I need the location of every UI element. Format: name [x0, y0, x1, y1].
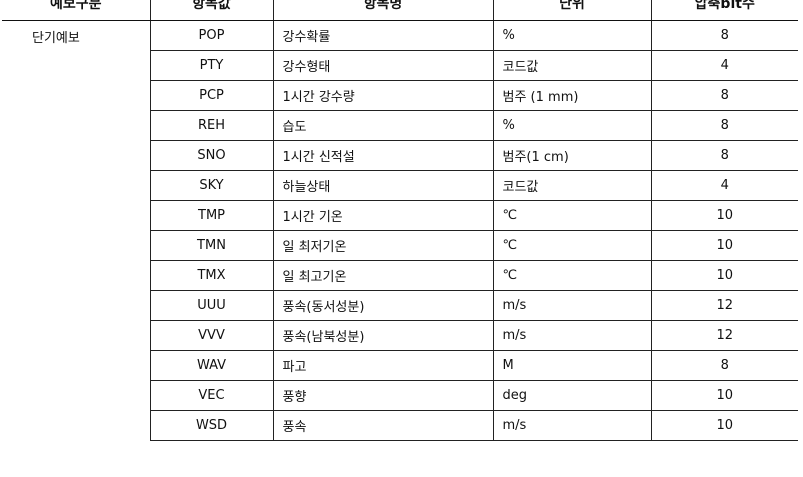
item-name-cell: 강수확률 — [272, 20, 493, 51]
bits-cell: 8 — [650, 350, 798, 381]
item-code-cell: WSD — [149, 410, 273, 441]
unit-cell: 범주(1 cm) — [492, 140, 651, 171]
item-name-cell: 파고 — [272, 350, 493, 381]
table-row: TMX 일 최고기온 ℃ 10 — [2, 260, 798, 291]
unit-cell: ℃ — [492, 260, 651, 291]
item-name-cell: 습도 — [272, 110, 493, 141]
table-row: VVV 풍속(남북성분) m/s 12 — [2, 320, 798, 351]
forecast-items-table: 예보구분 항목값 항목명 단위 압축bit수 단기예보 POP 강수확률% 8 PTY 강… — [2, 0, 798, 441]
item-code-cell: PTY — [149, 50, 273, 81]
forecast-category-cell: 단기예보 — [32, 31, 80, 46]
item-code-cell: SKY — [149, 170, 273, 201]
item-code-cell: TMN — [149, 230, 273, 261]
header-item-name: 항목명 — [272, 0, 493, 21]
bits-cell: 8 — [650, 140, 798, 171]
item-code-cell: PCP — [149, 80, 273, 111]
item-name-cell: 일 최고기온 — [272, 260, 493, 291]
unit-cell: ℃ — [492, 230, 651, 261]
table-row: UUU 풍속(동서성분) m/s 12 — [2, 290, 798, 321]
item-code-cell: POP — [149, 20, 273, 51]
item-code-cell: SNO — [149, 140, 273, 171]
bits-cell: 12 — [650, 290, 798, 321]
item-code-cell: UUU — [149, 290, 273, 321]
bits-cell: 10 — [650, 200, 798, 231]
bits-cell: 8 — [650, 80, 798, 111]
item-name-cell: 풍속(동서성분) — [272, 290, 493, 321]
bits-cell: 10 — [650, 380, 798, 411]
header-forecast-type: 예보구분 — [2, 0, 150, 21]
item-name-cell: 1시간 기온 — [272, 200, 493, 231]
header-item-code: 항목값 — [149, 0, 273, 21]
table-header: 예보구분 항목값 항목명 단위 압축bit수 — [2, 0, 798, 21]
unit-cell: % — [492, 20, 651, 51]
item-name-cell: 1시간 강수량 — [272, 80, 493, 111]
item-name-cell: 풍속(남북성분) — [272, 320, 493, 351]
item-name-cell: 강수형태 — [272, 50, 493, 81]
item-code-cell: VVV — [149, 320, 273, 351]
header-row: 예보구분 항목값 항목명 단위 압축bit수 — [2, 0, 798, 21]
item-name-cell: 하늘상태 — [272, 170, 493, 201]
item-name-cell: 풍향 — [272, 380, 493, 411]
bits-cell: 8 — [650, 110, 798, 141]
bits-cell: 8 — [650, 20, 798, 51]
table-row: WSD 풍속 m/s 10 — [2, 410, 798, 441]
table-row: PTY 강수형태 코드값 4 — [2, 50, 798, 81]
unit-cell: m/s — [492, 290, 651, 321]
unit-cell: 코드값 — [492, 170, 651, 201]
item-code-cell: REH — [149, 110, 273, 141]
table-row: 단기예보 POP 강수확률% 8 — [2, 20, 798, 51]
bits-cell: 4 — [650, 50, 798, 81]
unit-cell: % — [492, 110, 651, 141]
bits-cell: 10 — [650, 230, 798, 261]
table-body: 단기예보 POP 강수확률% 8 PTY 강수형태 코드값 4 PCP 1시간 강수량 범주 (1 … — [2, 20, 798, 441]
item-name-cell: 1시간 신적설 — [272, 140, 493, 171]
table-row: TMN 일 최저기온 ℃ 10 — [2, 230, 798, 261]
item-name-cell: 일 최저기온 — [272, 230, 493, 261]
table-row: REH 습도% 8 — [2, 110, 798, 141]
table-row: SNO 1시간 신적설 범주(1 cm) 8 — [2, 140, 798, 171]
item-code-cell: TMX — [149, 260, 273, 291]
table-row: VEC 풍향 deg 10 — [2, 380, 798, 411]
header-unit: 단위 — [492, 0, 651, 21]
unit-cell: 범주 (1 mm) — [492, 80, 651, 111]
item-code-cell: VEC — [149, 380, 273, 411]
bits-cell: 12 — [650, 320, 798, 351]
header-compression-bits: 압축bit수 — [650, 0, 798, 21]
unit-cell: deg — [492, 380, 651, 411]
unit-cell: ℃ — [492, 200, 651, 231]
item-name-cell: 풍속 — [272, 410, 493, 441]
item-code-cell: WAV — [149, 350, 273, 381]
unit-cell: m/s — [492, 410, 651, 441]
unit-cell: m/s — [492, 320, 651, 351]
bits-cell: 10 — [650, 260, 798, 291]
table-row: WAV 파고 M 8 — [2, 350, 798, 381]
table-row: TMP 1시간 기온 ℃ 10 — [2, 200, 798, 231]
table-row: SKY 하늘상태 코드값 4 — [2, 170, 798, 201]
bits-cell: 4 — [650, 170, 798, 201]
table-row: PCP 1시간 강수량 범주 (1 mm) 8 — [2, 80, 798, 111]
unit-cell: 코드값 — [492, 50, 651, 81]
item-code-cell: TMP — [149, 200, 273, 231]
bits-cell: 10 — [650, 410, 798, 441]
unit-cell: M — [492, 350, 651, 381]
